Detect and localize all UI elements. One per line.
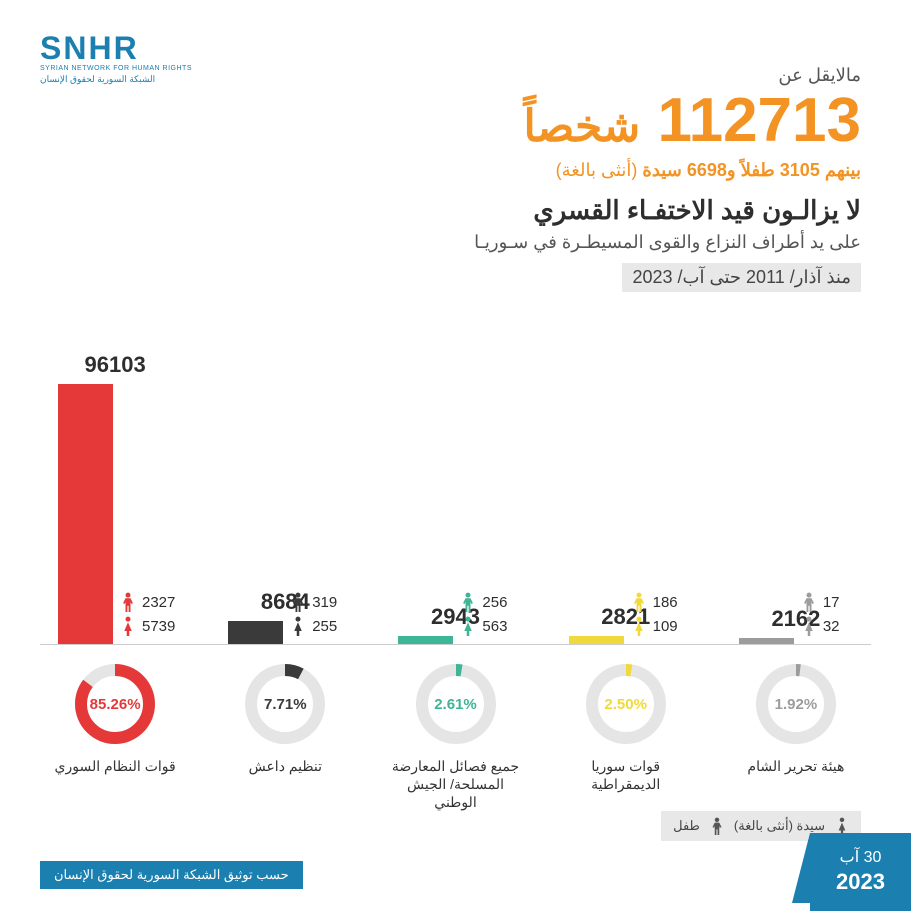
footer-credit: حسب توثيق الشبكة السورية لحقوق الإنسان xyxy=(40,861,303,889)
women-val: 563 xyxy=(482,618,507,635)
children-val: 17 xyxy=(823,594,840,611)
category-label: هيئة تحرير الشام xyxy=(747,757,844,775)
sub-prefix: بينهم xyxy=(825,160,861,180)
bar-value: 2943 xyxy=(380,604,530,630)
donuts-row: 85.26% قوات النظام السوري 7.71% تنظيم داعش 2… xyxy=(40,661,871,812)
donut: 7.71% xyxy=(242,661,328,747)
bar xyxy=(398,636,453,644)
logo-text: SNHR xyxy=(40,30,192,67)
children-row: 2327 xyxy=(120,592,175,612)
category-label: قوات النظام السوري xyxy=(55,757,176,775)
sub-values: 319255 xyxy=(290,592,337,636)
children-val: 256 xyxy=(482,594,507,611)
women-val: 255 xyxy=(312,618,337,635)
sub-values: 2327 5739 xyxy=(120,592,175,636)
donut-pct: 2.61% xyxy=(413,661,499,747)
women-val: 5739 xyxy=(142,618,175,635)
bar xyxy=(569,636,624,644)
bar-group: 21621732 xyxy=(721,355,871,644)
donut: 1.92% xyxy=(753,661,839,747)
donut-group: 1.92% هيئة تحرير الشام xyxy=(721,661,871,812)
sub-values: 1732 xyxy=(801,592,840,636)
children-val: 319 xyxy=(312,594,337,611)
logo-subtext: SYRIAN NETWORK FOR HUMAN RIGHTS xyxy=(40,65,192,72)
bars-row: 9610323275739868431925529432565632821186… xyxy=(40,355,871,645)
header-main: لا يزالـون قيد الاختفـاء القسري xyxy=(474,195,861,226)
footer-date-line1: 30 آب xyxy=(836,847,885,867)
sub-child-word: طفلاً و xyxy=(727,160,775,180)
bar-value: 2821 xyxy=(551,604,701,630)
header-number-val: 112713 xyxy=(658,86,861,155)
legend-woman: سيدة (أنثى بالغة) xyxy=(734,818,825,834)
donut-pct: 85.26% xyxy=(72,661,158,747)
donut-pct: 7.71% xyxy=(242,661,328,747)
header-number: 112713 شخصاً xyxy=(474,90,861,152)
logo: SNHR SYRIAN NETWORK FOR HUMAN RIGHTS الش… xyxy=(40,30,192,85)
children-row: 319 xyxy=(290,592,337,612)
donut: 2.50% xyxy=(583,661,669,747)
header-period: منذ آذار/ 2011 حتى آب/ 2023 xyxy=(622,263,861,292)
header-desc: على يد أطراف النزاع والقوى المسيطـرة في … xyxy=(474,232,861,253)
donut-group: 85.26% قوات النظام السوري xyxy=(40,661,190,812)
donut-group: 2.61% جميع فصائل المعارضة المسلحة/ الجيش … xyxy=(380,661,530,812)
donut-pct: 1.92% xyxy=(753,661,839,747)
women-val: 32 xyxy=(823,618,840,635)
bar-group: 8684319255 xyxy=(210,355,360,644)
legend-child: طفل xyxy=(673,818,700,834)
sub-values: 186109 xyxy=(631,592,678,636)
chart: 9610323275739868431925529432565632821186… xyxy=(40,355,871,812)
sub-woman-word: سيدة xyxy=(642,160,681,180)
footer-date: 30 آب 2023 xyxy=(810,833,911,911)
women-row: 32 xyxy=(801,616,840,636)
women-row: 5739 xyxy=(120,616,175,636)
category-label: قوات سوريا الديمقراطية xyxy=(556,757,696,793)
donut-pct: 2.50% xyxy=(583,661,669,747)
bar-group: 2821186109 xyxy=(551,355,701,644)
header-sub: بينهم 3105 طفلاً و6698 سيدة (أنثى بالغة) xyxy=(474,160,861,181)
category-label: تنظيم داعش xyxy=(249,757,322,775)
children-val: 2327 xyxy=(142,594,175,611)
header-block: مالايقل عن 112713 شخصاً بينهم 3105 طفلاً… xyxy=(474,65,861,292)
bar xyxy=(228,621,283,644)
bar-value: 96103 xyxy=(40,352,190,378)
bar-group: 96103 2327 5739 xyxy=(40,355,190,644)
logo-ar: الشبكة السورية لحقوق الإنسان xyxy=(40,74,192,85)
bar-value: 8684 xyxy=(210,589,360,615)
bar-value: 2162 xyxy=(721,606,871,632)
donut-group: 7.71% تنظيم داعش xyxy=(210,661,360,812)
women-val: 109 xyxy=(653,618,678,635)
children-val: 186 xyxy=(653,594,678,611)
header-number-unit: شخصاً xyxy=(523,102,640,151)
children-row: 186 xyxy=(631,592,678,612)
bar-group: 2943256563 xyxy=(380,355,530,644)
header-pre: مالايقل عن xyxy=(474,65,861,86)
children-row: 256 xyxy=(460,592,507,612)
bar xyxy=(739,638,794,644)
sub-children: 3105 xyxy=(780,160,820,180)
donut: 2.61% xyxy=(413,661,499,747)
sub-note: (أنثى بالغة) xyxy=(556,160,638,180)
women-row: 255 xyxy=(290,616,337,636)
donut: 85.26% xyxy=(72,661,158,747)
bar xyxy=(58,384,113,644)
sub-values: 256563 xyxy=(460,592,507,636)
women-row: 563 xyxy=(460,616,507,636)
child-icon xyxy=(710,817,724,835)
women-row: 109 xyxy=(631,616,678,636)
donut-group: 2.50% قوات سوريا الديمقراطية xyxy=(551,661,701,812)
category-label: جميع فصائل المعارضة المسلحة/ الجيش الوطن… xyxy=(386,757,526,812)
children-row: 17 xyxy=(801,592,840,612)
sub-women: 6698 xyxy=(687,160,727,180)
footer-date-line2: 2023 xyxy=(836,869,885,895)
